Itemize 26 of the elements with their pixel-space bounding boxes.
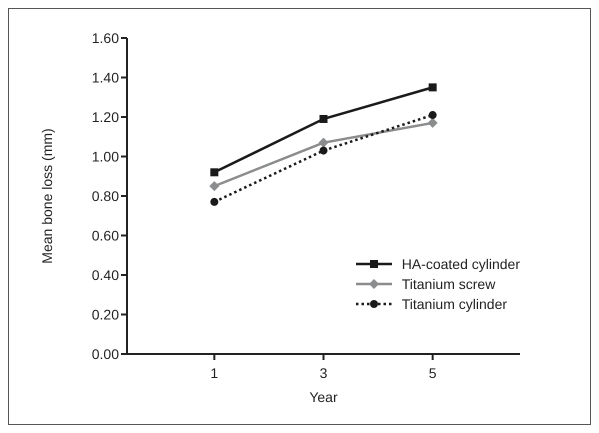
- legend-label: Titanium screw: [402, 276, 496, 292]
- y-axis-title: Mean bone loss (mm): [38, 128, 55, 264]
- y-tick-label: 1.60: [92, 30, 120, 46]
- x-axis-title: Year: [309, 389, 338, 405]
- y-tick-label: 1.20: [92, 108, 120, 125]
- y-tick-label: 0.20: [92, 306, 120, 322]
- y-tick-label: 1.40: [92, 69, 120, 86]
- legend-label: Titanium cylinder: [402, 296, 508, 312]
- legend-label: HA-coated cylinder: [402, 256, 520, 272]
- y-tick-label: 0.80: [92, 188, 120, 204]
- point: [318, 138, 328, 148]
- point: [320, 114, 328, 123]
- point: [210, 168, 218, 176]
- x-tick-label: 5: [428, 364, 437, 381]
- y-tick-label: 0.60: [92, 227, 120, 244]
- point: [209, 181, 220, 192]
- y-tick-label: 1.00: [92, 148, 120, 164]
- x-tick-label: 1: [210, 364, 218, 381]
- point: [320, 146, 328, 155]
- point: [428, 111, 437, 120]
- x-tick-label: 3: [320, 364, 328, 381]
- point: [428, 118, 438, 128]
- point: [428, 83, 437, 92]
- y-tick-label: 0.40: [92, 266, 120, 283]
- point: [210, 198, 218, 206]
- y-tick-label: 0.00: [92, 346, 120, 362]
